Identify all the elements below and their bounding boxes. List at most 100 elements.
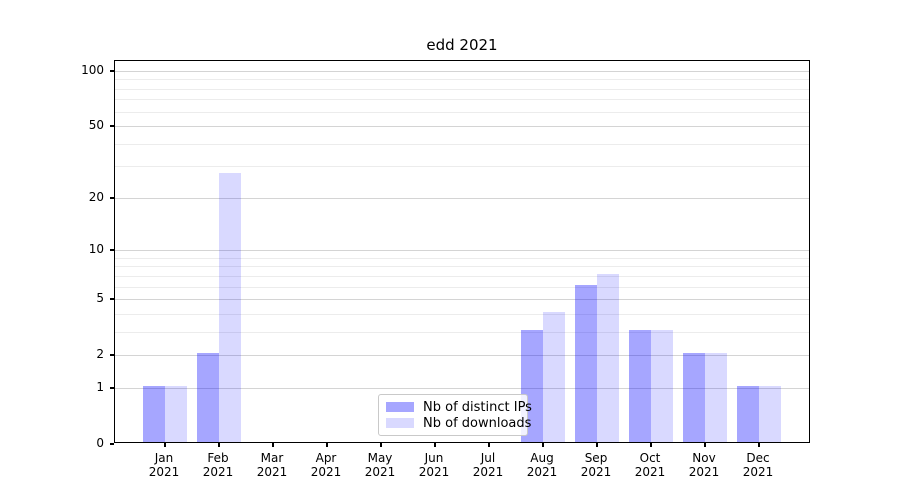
x-tick-label: Sep 2021 bbox=[569, 451, 623, 479]
x-tick-label: Oct 2021 bbox=[623, 451, 677, 479]
x-tick-year: 2021 bbox=[688, 465, 720, 479]
x-tick-year: 2021 bbox=[256, 465, 288, 479]
x-tick-mark bbox=[272, 443, 274, 447]
x-tick-label: Dec 2021 bbox=[731, 451, 785, 479]
y-tick-label: 50 bbox=[88, 118, 104, 132]
x-tick-month: Feb bbox=[207, 451, 229, 465]
x-tick-year: 2021 bbox=[580, 465, 612, 479]
x-tick-year: 2021 bbox=[148, 465, 180, 479]
bar bbox=[143, 386, 165, 442]
x-tick-month: Sep bbox=[584, 451, 608, 465]
x-tick-label: Aug 2021 bbox=[515, 451, 569, 479]
bar bbox=[543, 312, 565, 442]
x-tick-month: Jun bbox=[424, 451, 444, 465]
y-tick-label: 0 bbox=[96, 436, 104, 450]
x-tick-mark bbox=[596, 443, 598, 447]
gridline-major bbox=[115, 198, 809, 199]
x-tick-month: Dec bbox=[746, 451, 770, 465]
x-tick-label: May 2021 bbox=[353, 451, 407, 479]
x-tick-year: 2021 bbox=[364, 465, 396, 479]
y-tick-mark bbox=[110, 387, 114, 389]
legend-label: Nb of distinct IPs bbox=[423, 399, 532, 415]
gridline-minor bbox=[115, 99, 809, 100]
x-tick-label: Mar 2021 bbox=[245, 451, 299, 479]
y-tick-mark bbox=[110, 298, 114, 300]
gridline-major bbox=[115, 388, 809, 389]
x-tick-mark bbox=[704, 443, 706, 447]
y-tick-mark bbox=[110, 70, 114, 72]
y-tick-mark bbox=[110, 197, 114, 199]
x-tick-mark bbox=[380, 443, 382, 447]
gridline-minor bbox=[115, 287, 809, 288]
x-tick-month: Mar bbox=[260, 451, 284, 465]
gridline-minor bbox=[115, 258, 809, 259]
bar bbox=[219, 173, 241, 442]
x-tick-label: Feb 2021 bbox=[191, 451, 245, 479]
legend-item: Nb of downloads bbox=[386, 416, 531, 431]
bar bbox=[197, 353, 219, 442]
chart-title: edd 2021 bbox=[426, 36, 498, 54]
y-tick-label: 10 bbox=[88, 242, 104, 256]
x-tick-year: 2021 bbox=[202, 465, 234, 479]
gridline-major bbox=[115, 299, 809, 300]
y-tick-label: 1 bbox=[96, 380, 104, 394]
x-tick-mark bbox=[542, 443, 544, 447]
gridline-minor bbox=[115, 266, 809, 267]
x-tick-month: Oct bbox=[639, 451, 661, 465]
legend: Nb of distinct IPs Nb of downloads bbox=[378, 394, 532, 436]
bar bbox=[651, 330, 673, 442]
plot-area bbox=[114, 60, 810, 443]
x-tick-month: Nov bbox=[692, 451, 716, 465]
y-tick-label: 20 bbox=[88, 190, 104, 204]
gridline-major bbox=[115, 250, 809, 251]
bar bbox=[759, 386, 781, 442]
gridline-minor bbox=[115, 79, 809, 80]
legend-item: Nb of distinct IPs bbox=[386, 400, 532, 415]
x-tick-mark bbox=[434, 443, 436, 447]
x-tick-year: 2021 bbox=[472, 465, 504, 479]
bar bbox=[629, 330, 651, 442]
x-tick-mark bbox=[326, 443, 328, 447]
gridline-minor bbox=[115, 276, 809, 277]
gridline-minor bbox=[115, 89, 809, 90]
y-tick-label: 100 bbox=[81, 63, 104, 77]
gridline-minor bbox=[115, 166, 809, 167]
x-tick-mark bbox=[650, 443, 652, 447]
x-tick-month: Jul bbox=[480, 451, 496, 465]
bar bbox=[575, 285, 597, 442]
gridline-minor bbox=[115, 144, 809, 145]
legend-swatch bbox=[386, 418, 414, 428]
y-tick-label: 2 bbox=[96, 347, 104, 361]
x-tick-month: Apr bbox=[315, 451, 337, 465]
gridline-major bbox=[115, 355, 809, 356]
x-tick-label: Jan 2021 bbox=[137, 451, 191, 479]
x-tick-mark bbox=[164, 443, 166, 447]
x-tick-label: Apr 2021 bbox=[299, 451, 353, 479]
y-tick-mark bbox=[110, 249, 114, 251]
gridline-minor bbox=[115, 332, 809, 333]
legend-swatch bbox=[386, 402, 414, 412]
x-tick-mark bbox=[488, 443, 490, 447]
x-tick-label: Jun 2021 bbox=[407, 451, 461, 479]
x-tick-year: 2021 bbox=[526, 465, 558, 479]
gridline-minor bbox=[115, 314, 809, 315]
x-tick-mark bbox=[758, 443, 760, 447]
y-tick-mark bbox=[110, 443, 114, 445]
y-tick-label: 5 bbox=[96, 291, 104, 305]
bar bbox=[597, 274, 619, 442]
bar bbox=[705, 353, 727, 442]
x-tick-year: 2021 bbox=[634, 465, 666, 479]
bar bbox=[683, 353, 705, 442]
legend-label: Nb of downloads bbox=[423, 415, 532, 431]
bar bbox=[737, 386, 759, 442]
x-tick-month: Aug bbox=[530, 451, 554, 465]
x-tick-label: Jul 2021 bbox=[461, 451, 515, 479]
x-tick-year: 2021 bbox=[310, 465, 342, 479]
x-tick-month: May bbox=[367, 451, 393, 465]
x-tick-month: Jan bbox=[154, 451, 174, 465]
y-tick-mark bbox=[110, 354, 114, 356]
gridline-minor bbox=[115, 112, 809, 113]
x-tick-label: Nov 2021 bbox=[677, 451, 731, 479]
x-tick-mark bbox=[218, 443, 220, 447]
